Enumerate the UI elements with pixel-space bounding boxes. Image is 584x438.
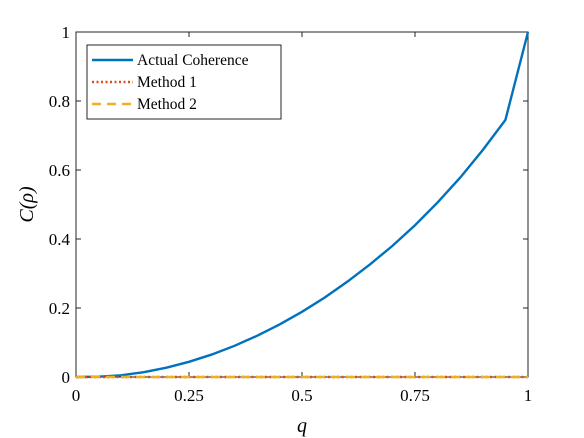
series-line-1 bbox=[75, 31, 530, 379]
y-tick-label: 0 bbox=[62, 368, 71, 387]
y-tick-label: 0.6 bbox=[49, 161, 70, 180]
y-axis-label: C(ρ) bbox=[16, 186, 38, 223]
x-tick-label: 0.5 bbox=[291, 386, 312, 405]
x-axis-ticks: 0 0.25 0.5 0.75 1 bbox=[72, 32, 533, 405]
legend: Actual Coherence Method 1 Method 2 bbox=[86, 44, 282, 120]
x-tick-label: 0 bbox=[72, 386, 81, 405]
y-tick-label: 0.4 bbox=[49, 230, 71, 249]
y-axis-ticks: 0 0.2 0.4 0.6 0.8 1 bbox=[49, 23, 528, 387]
legend-label: Method 1 bbox=[137, 74, 197, 91]
y-tick-label: 0.2 bbox=[49, 299, 70, 318]
x-tick-label: 0.25 bbox=[174, 386, 204, 405]
y-tick-label: 0.8 bbox=[49, 92, 70, 111]
x-tick-label: 0.75 bbox=[400, 386, 430, 405]
series-layer bbox=[75, 31, 530, 379]
legend-label: Actual Coherence bbox=[137, 52, 249, 69]
legend-label: Method 2 bbox=[137, 96, 197, 113]
x-tick-label: 1 bbox=[524, 386, 533, 405]
y-tick-label: 1 bbox=[62, 23, 71, 42]
x-axis-label: q bbox=[297, 415, 307, 437]
